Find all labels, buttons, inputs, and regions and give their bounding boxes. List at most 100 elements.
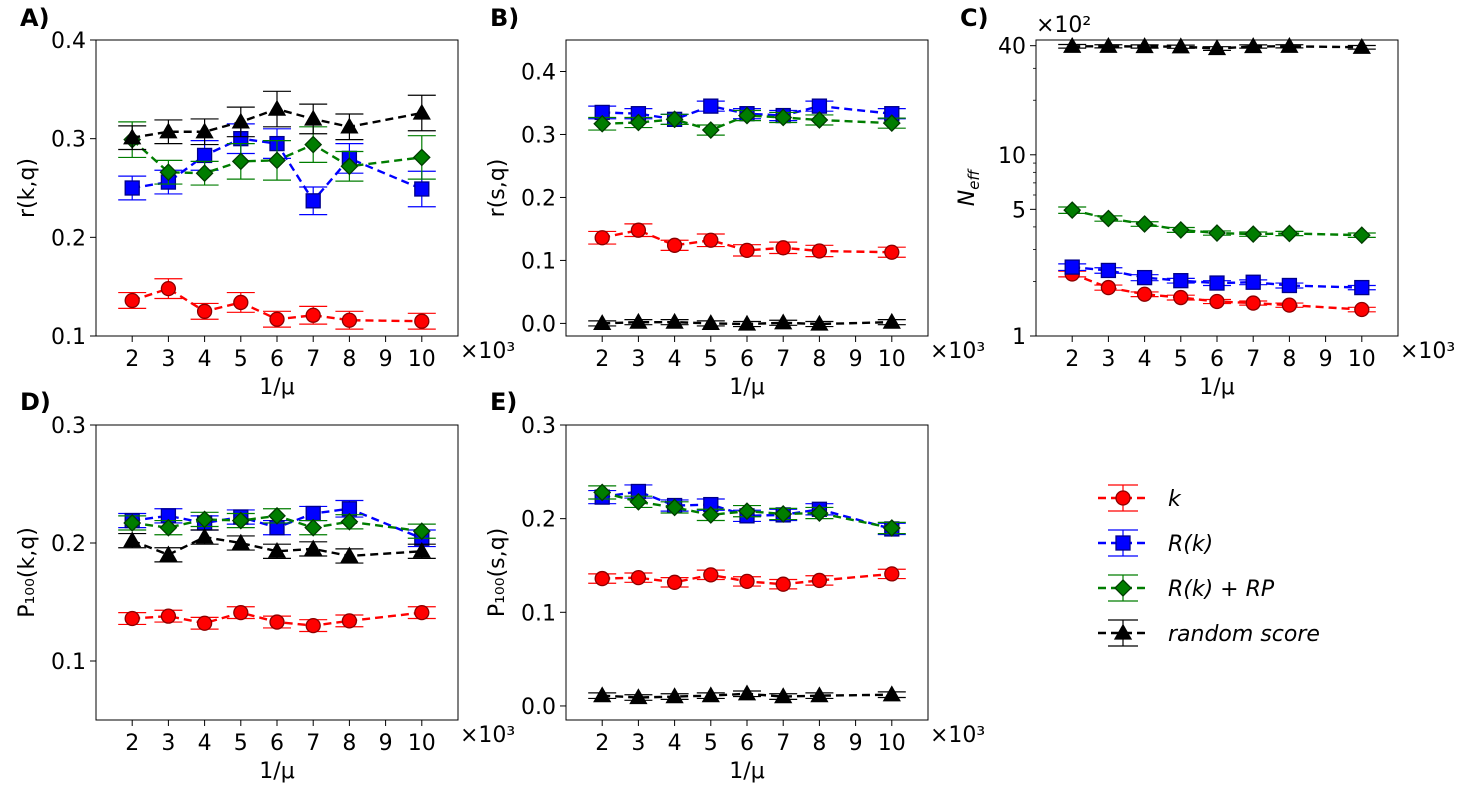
data-point xyxy=(882,519,901,537)
data-point xyxy=(665,498,684,517)
plot-frame xyxy=(565,39,929,337)
data-point xyxy=(594,570,610,587)
data-point xyxy=(739,573,755,590)
data-point xyxy=(701,314,720,331)
data-point xyxy=(233,604,249,621)
data-point xyxy=(340,157,359,176)
data-point xyxy=(703,232,719,248)
panel-label: C) xyxy=(960,4,989,32)
x-tick-label: 10 xyxy=(878,347,906,372)
data-point xyxy=(884,244,900,260)
data-point xyxy=(701,505,720,524)
data-point xyxy=(1100,279,1117,296)
data-point xyxy=(1135,215,1154,233)
data-point xyxy=(267,99,287,116)
data-point xyxy=(811,243,828,259)
series-random-score xyxy=(118,90,436,151)
data-point xyxy=(701,121,720,139)
legend-entry: R(k) xyxy=(1098,529,1213,557)
plot-frame xyxy=(565,424,929,721)
data-point xyxy=(1244,225,1263,244)
data-point xyxy=(738,106,756,125)
data-point xyxy=(340,117,359,134)
plot-frame xyxy=(95,39,459,337)
x-tick-label: 7 xyxy=(1246,347,1260,372)
data-point xyxy=(304,518,323,537)
data-point xyxy=(774,505,793,523)
series-k xyxy=(118,278,436,330)
data-point xyxy=(412,148,431,167)
legend-marker xyxy=(1114,579,1132,597)
y-tick-label: 0.1 xyxy=(521,601,556,626)
series-k xyxy=(588,566,906,592)
x-tick-label: 10 xyxy=(408,347,436,372)
y-tick-label: 0.0 xyxy=(521,312,556,337)
series-r-k- xyxy=(1058,259,1376,296)
series-random-score xyxy=(588,684,906,705)
series-line xyxy=(131,535,422,558)
data-point xyxy=(738,502,756,521)
data-point xyxy=(1064,259,1080,275)
y-tick-label: 5 xyxy=(1012,198,1026,223)
x-tick-label: 9 xyxy=(849,731,863,756)
data-point xyxy=(1208,224,1226,242)
x-tick-label: 4 xyxy=(668,731,682,756)
y-tick-label: 10 xyxy=(998,144,1026,169)
data-point xyxy=(1245,295,1261,311)
data-point xyxy=(414,181,430,197)
data-point xyxy=(1280,36,1299,53)
data-point xyxy=(414,313,430,329)
data-point xyxy=(1354,301,1370,318)
data-point xyxy=(703,567,719,583)
y-tick-label: 0.3 xyxy=(521,123,556,148)
data-point xyxy=(810,111,829,129)
x-tick-label: 8 xyxy=(342,731,356,756)
legend-entry: R(k) + RP xyxy=(1098,574,1275,602)
data-point xyxy=(775,576,791,592)
data-point xyxy=(1136,286,1153,302)
plot-frame xyxy=(95,424,459,721)
data-point xyxy=(267,541,287,558)
y-axis-label: P₁₀₀(k,q) xyxy=(15,527,40,618)
x-tick-label: 3 xyxy=(161,731,175,756)
data-point xyxy=(159,122,178,139)
y-tick-label: 0.1 xyxy=(51,650,86,675)
data-point xyxy=(629,113,648,132)
series-k xyxy=(588,222,906,260)
data-point xyxy=(1135,37,1154,54)
x-offset-label: ×10³ xyxy=(930,723,985,748)
data-point xyxy=(630,570,647,586)
x-tick-label: 6 xyxy=(740,347,754,372)
x-tick-label: 6 xyxy=(270,347,284,372)
x-tick-label: 7 xyxy=(776,731,790,756)
data-point xyxy=(630,222,647,238)
x-tick-label: 8 xyxy=(1282,347,1296,372)
panel-b: B) 2 3 4 5 6 7 8 9 10 0.0 0.1 0.2 0.3 0.4 1/μ ×10³ r(s,q) xyxy=(485,4,985,400)
data-point xyxy=(593,483,612,502)
x-tick-label: 9 xyxy=(849,347,863,372)
data-point xyxy=(231,533,250,550)
y-offset-label: ×10² xyxy=(1036,13,1091,38)
x-tick-label: 10 xyxy=(878,731,906,756)
data-point xyxy=(1136,269,1153,286)
panel-label: D) xyxy=(20,388,51,416)
y-tick-label: 0.3 xyxy=(51,128,86,153)
data-point xyxy=(341,613,358,629)
data-point xyxy=(882,114,901,133)
data-point xyxy=(774,313,793,330)
data-point xyxy=(665,687,684,704)
y-tick-label: 40 xyxy=(998,35,1026,60)
panel-label: A) xyxy=(20,4,50,32)
x-tick-label: 3 xyxy=(631,731,645,756)
y-tick-label: 0.0 xyxy=(521,695,556,720)
x-tick-label: 3 xyxy=(161,347,175,372)
y-tick-label: 0.1 xyxy=(51,325,86,350)
data-point xyxy=(160,608,177,624)
x-tick-label: 8 xyxy=(342,347,356,372)
x-tick-label: 7 xyxy=(306,731,320,756)
series-k xyxy=(1058,266,1376,318)
y-tick-label: 0.2 xyxy=(521,186,556,211)
y-tick-label: 0.4 xyxy=(521,60,556,85)
data-point xyxy=(123,531,142,548)
data-point xyxy=(1099,36,1118,53)
